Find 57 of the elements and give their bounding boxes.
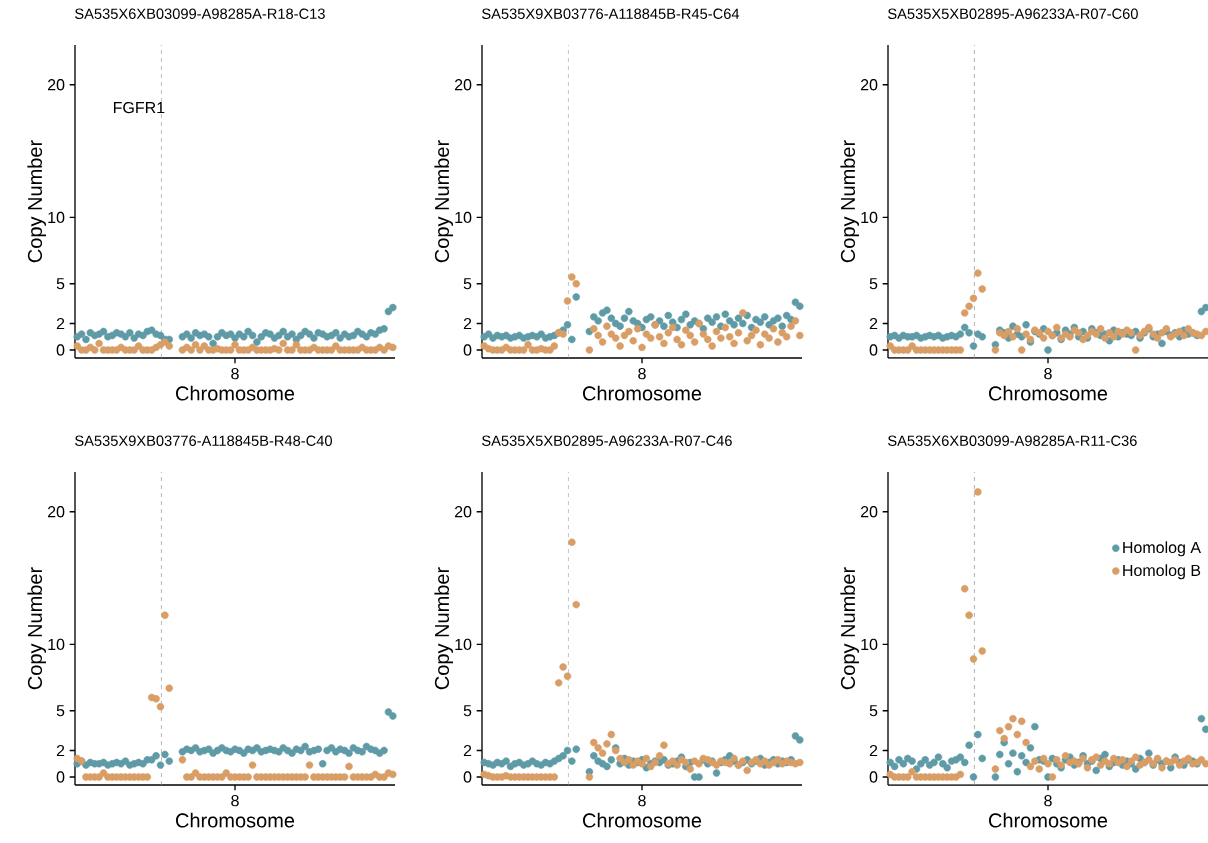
- chart-title: SA535X6XB03099-A98285A-R11-C36: [888, 435, 1137, 446]
- y-tick-label: 5: [869, 278, 878, 290]
- y-tick-label: 5: [56, 278, 65, 290]
- chart-title: SA535X5XB02895-A96233A-R07-C46: [482, 435, 732, 446]
- x-axis-title: Chromosome: [176, 812, 295, 828]
- y-tick-label: 2: [463, 317, 472, 330]
- y-tick-label: 20: [860, 506, 878, 518]
- y-axis-title: Copy Number: [27, 140, 46, 263]
- y-tick-label: 10: [861, 211, 878, 224]
- y-tick-label: 5: [463, 278, 472, 290]
- y-tick-label: 20: [860, 79, 878, 91]
- x-tick-label: 8: [231, 368, 239, 380]
- y-tick-label: 2: [869, 317, 878, 330]
- y-tick-label: 0: [869, 344, 878, 356]
- y-tick-label: 0: [56, 344, 65, 356]
- y-tick-label: 10: [48, 638, 65, 651]
- legend-label: Homolog A: [1123, 541, 1202, 557]
- x-tick-label: 8: [638, 795, 646, 807]
- y-tick-label: 10: [861, 638, 878, 651]
- x-axis-title: Chromosome: [583, 385, 702, 401]
- y-tick-label: 20: [454, 506, 472, 518]
- y-tick-label: 5: [869, 705, 878, 717]
- chart-title: SA535X9XB03776-A118845B-R48-C40: [75, 435, 332, 446]
- y-tick-label: 20: [47, 79, 65, 91]
- legend-label: Homolog B: [1123, 564, 1201, 580]
- y-tick-label: 5: [463, 705, 472, 717]
- x-axis-title: Chromosome: [989, 385, 1108, 401]
- y-tick-label: 10: [455, 211, 472, 224]
- y-axis-title: Copy Number: [27, 567, 46, 690]
- y-axis-title: Copy Number: [840, 140, 859, 263]
- x-tick-label: 8: [638, 368, 646, 380]
- y-tick-label: 10: [48, 211, 65, 224]
- y-tick-label: 2: [463, 744, 472, 757]
- x-tick-label: 8: [1044, 368, 1052, 380]
- chart-title: SA535X5XB02895-A96233A-R07-C60: [888, 8, 1138, 19]
- y-tick-label: 10: [455, 638, 472, 651]
- y-tick-label: 20: [454, 79, 472, 91]
- x-tick-label: 8: [1044, 795, 1052, 807]
- annotation: FGFR1: [113, 101, 165, 114]
- y-tick-label: 2: [56, 317, 65, 330]
- y-tick-label: 0: [869, 771, 878, 783]
- x-tick-label: 8: [231, 795, 239, 807]
- y-axis-title: Copy Number: [840, 567, 859, 690]
- y-axis-title: Copy Number: [434, 567, 453, 690]
- y-axis-title: Copy Number: [434, 140, 453, 263]
- x-axis-title: Chromosome: [583, 812, 702, 828]
- y-tick-label: 0: [463, 344, 472, 356]
- x-axis-title: Chromosome: [176, 385, 295, 401]
- y-tick-label: 2: [869, 744, 878, 757]
- x-axis-title: Chromosome: [989, 812, 1108, 828]
- chart-title: SA535X9XB03776-A118845B-R45-C64: [482, 8, 740, 19]
- y-tick-label: 0: [56, 771, 65, 783]
- y-tick-label: 0: [463, 771, 472, 783]
- y-tick-label: 2: [56, 744, 65, 757]
- chart-title: SA535X6XB03099-A98285A-R18-C13: [75, 8, 325, 19]
- y-tick-label: 5: [56, 705, 65, 717]
- y-tick-label: 20: [47, 506, 65, 518]
